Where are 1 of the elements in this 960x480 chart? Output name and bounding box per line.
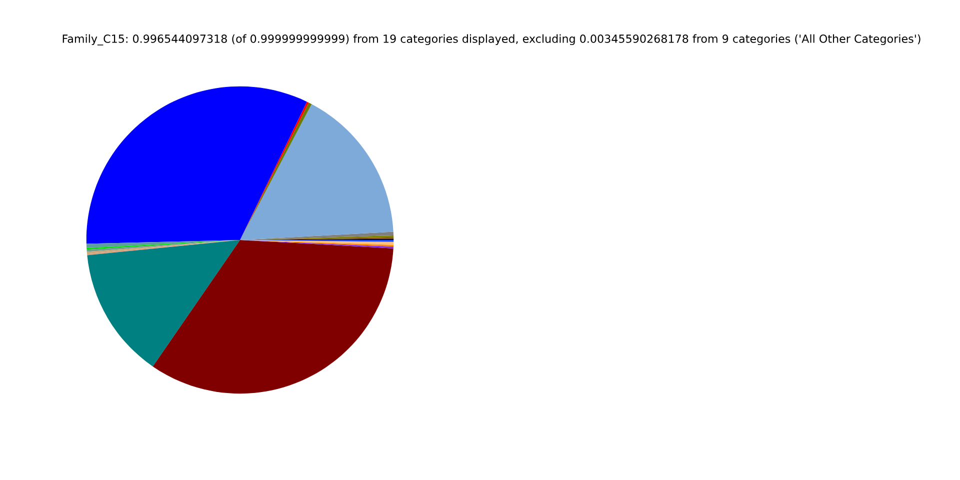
text: Family_C15: 0.996544097318 (of 0.999999999999) from 19 categories displayed, excluding 0.00345590268178 from 9 categories ('All Other Categories') bbox=[62, 34, 920, 46]
